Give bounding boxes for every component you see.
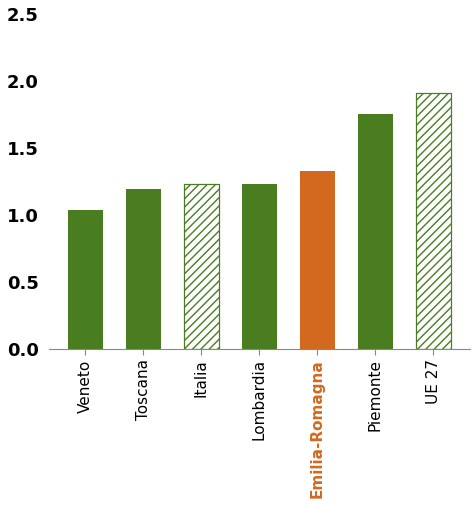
Bar — [126, 189, 160, 349]
Bar — [415, 93, 450, 349]
Bar — [415, 93, 450, 349]
Bar — [68, 210, 102, 349]
Bar — [299, 171, 334, 349]
Bar — [357, 115, 392, 349]
Bar — [241, 184, 276, 349]
Bar — [183, 184, 218, 349]
Bar — [183, 184, 218, 349]
